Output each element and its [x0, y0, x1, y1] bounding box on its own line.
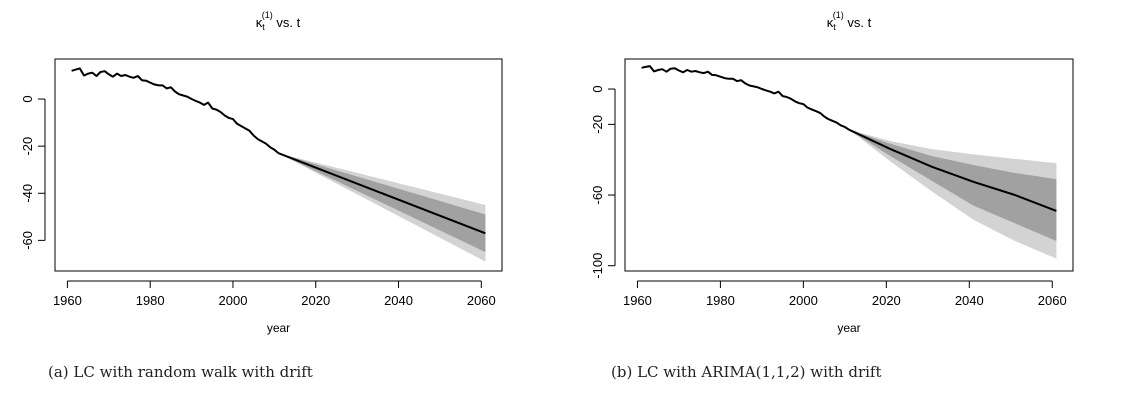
title-sub-b: t — [833, 22, 836, 32]
x-tick-label-a-1980: 1980 — [136, 293, 165, 308]
caption-b: (b) LC with ARIMA(1,1,2) with drift — [611, 363, 882, 381]
x-tick-label-b-2000: 2000 — [789, 293, 818, 308]
series-historical-b — [641, 65, 850, 131]
y-tick-label-b--60: -60 — [590, 186, 605, 205]
x-tick-label-b-2060: 2060 — [1038, 293, 1067, 308]
title-rest-b: vs. t — [844, 15, 872, 30]
title-symbol-b: κ — [827, 15, 834, 30]
y-tick-label-a-0: 0 — [20, 95, 35, 102]
band-80-a — [278, 153, 486, 253]
plot-frame-b — [624, 58, 1074, 272]
x-axis-label-b: year — [837, 321, 860, 335]
y-tick-label-a--40: -40 — [20, 184, 35, 203]
title-sup-b: (1) — [833, 10, 844, 20]
x-tick-label-a-2000: 2000 — [219, 293, 248, 308]
title-sup-a: (1) — [262, 10, 273, 20]
y-tick-label-b-0: 0 — [590, 85, 605, 92]
band-95-a — [278, 153, 486, 262]
x-tick-label-a-2020: 2020 — [301, 293, 330, 308]
series-historical-a — [71, 67, 280, 154]
x-tick-label-b-2020: 2020 — [872, 293, 901, 308]
y-tick-label-a--20: -20 — [20, 137, 35, 156]
title-sub-a: t — [262, 22, 265, 32]
plot-frame-a — [54, 58, 503, 272]
x-tick-label-a-1960: 1960 — [53, 293, 82, 308]
title-symbol-a: κ — [256, 15, 263, 30]
y-tick-label-b--20: -20 — [590, 115, 605, 134]
caption-a: (a) LC with random walk with drift — [48, 363, 313, 381]
y-tick-label-b--100: -100 — [590, 253, 605, 279]
x-tick-label-b-2040: 2040 — [955, 293, 984, 308]
x-tick-label-b-1980: 1980 — [706, 293, 735, 308]
series-forecast-a — [278, 152, 486, 235]
x-tick-label-a-2060: 2060 — [467, 293, 496, 308]
x-axis-label-a: year — [267, 321, 290, 335]
chart-title-b: κt (1) vs. t — [827, 10, 872, 32]
x-tick-label-a-2040: 2040 — [384, 293, 413, 308]
chart-a: 1960 1980 2000 2020 2040 2060 year 0 -20 -40 -60 κt… — [20, 10, 503, 335]
series-forecast-b — [848, 128, 1057, 212]
y-tick-label-a--60: -60 — [20, 231, 35, 250]
chart-title-a: κt (1) vs. t — [256, 10, 301, 32]
title-rest-a: vs. t — [273, 15, 301, 30]
chart-b: 1960 1980 2000 2020 2040 2060 year 0 -20 -60 -100 κ… — [590, 10, 1074, 335]
band-80-b — [849, 129, 1057, 241]
x-tick-label-b-1960: 1960 — [623, 293, 652, 308]
